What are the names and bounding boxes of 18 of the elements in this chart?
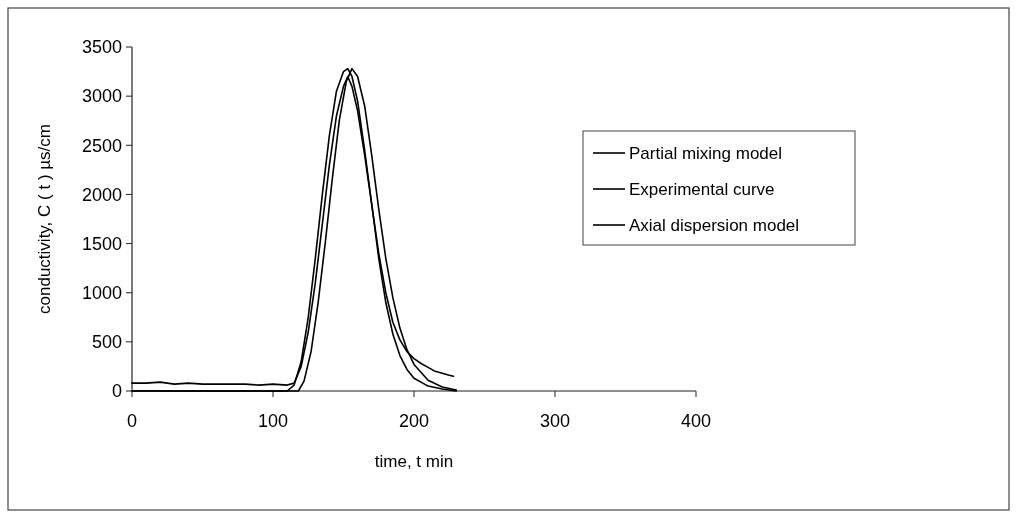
y-tick-label: 1500 <box>81 233 122 254</box>
y-tick-label: 1000 <box>81 283 122 304</box>
y-tick-label: 0 <box>111 381 122 402</box>
y-tick-label: 2500 <box>81 135 122 156</box>
y-tick-label: 500 <box>91 332 122 353</box>
x-axis-title: time, t min <box>374 452 454 471</box>
x-tick-label: 0 <box>126 411 138 431</box>
legend-label: Partial mixing model <box>629 143 783 163</box>
x-tick-label: 200 <box>398 411 430 431</box>
legend-label: Axial dispersion model <box>629 215 800 235</box>
y-tick-label: 3500 <box>81 37 122 58</box>
legend-label: Experimental curve <box>629 179 775 199</box>
x-tick-label: 400 <box>680 411 712 431</box>
y-tick-label: 3000 <box>81 86 122 107</box>
x-tick-label: 100 <box>257 411 289 431</box>
x-tick-label: 300 <box>539 411 571 431</box>
y-tick-label: 2000 <box>81 184 122 205</box>
y-axis-title: conductivity, C ( t ) µs/cm <box>35 124 54 314</box>
